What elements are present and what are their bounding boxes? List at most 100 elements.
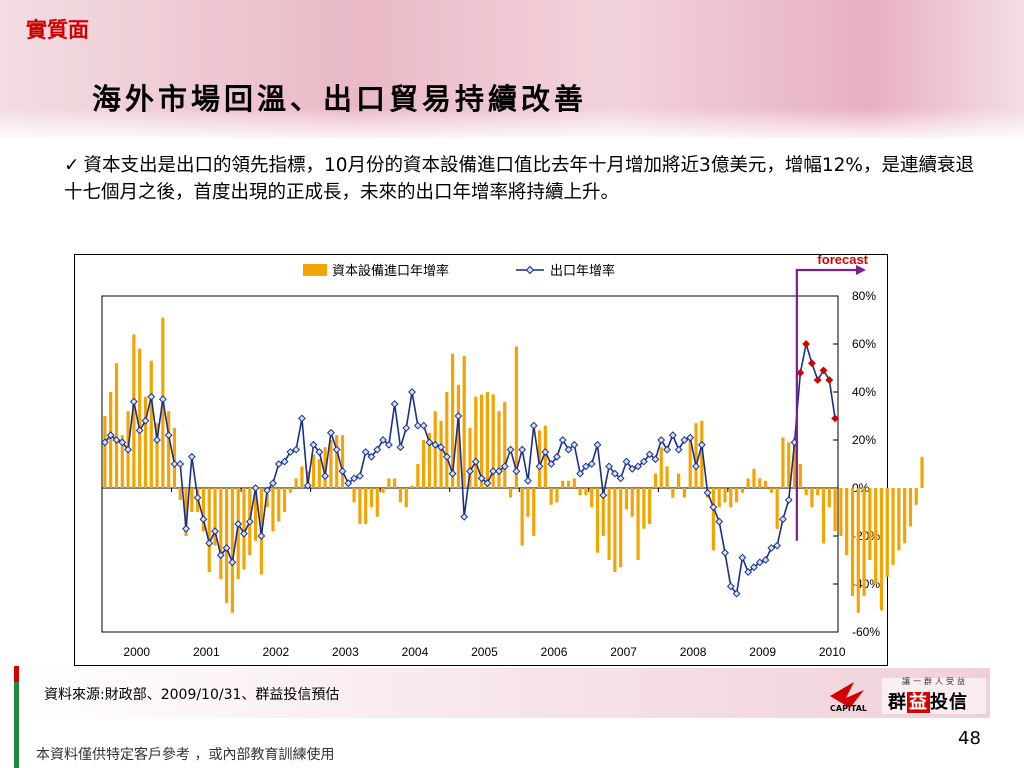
bar xyxy=(694,423,698,488)
data-point xyxy=(350,474,359,483)
bar xyxy=(219,488,223,580)
data-point xyxy=(715,517,724,526)
bar xyxy=(908,488,913,527)
data-point xyxy=(744,568,753,576)
section-tag: 實質面 xyxy=(26,18,89,42)
data-point xyxy=(477,474,486,483)
data-point xyxy=(413,421,422,430)
data-point xyxy=(564,445,573,454)
bar xyxy=(433,411,437,488)
data-point xyxy=(500,462,509,471)
bar xyxy=(810,488,814,508)
data-point xyxy=(309,440,318,449)
data-point xyxy=(164,431,173,440)
data-point xyxy=(558,436,567,444)
bar xyxy=(752,468,756,488)
bar xyxy=(850,488,855,596)
bar xyxy=(821,488,826,544)
data-point xyxy=(193,493,202,502)
forecast-point xyxy=(813,376,822,384)
data-point xyxy=(639,457,648,466)
forecast-point xyxy=(808,359,816,368)
bar xyxy=(508,488,513,498)
bar xyxy=(723,488,727,503)
data-point xyxy=(292,445,301,454)
bar xyxy=(271,488,275,532)
bar xyxy=(659,447,663,488)
bar xyxy=(456,384,461,488)
bar xyxy=(364,488,368,524)
data-point xyxy=(512,467,521,476)
data-point xyxy=(587,460,596,468)
data-point xyxy=(495,467,503,476)
data-point xyxy=(726,582,735,591)
bar xyxy=(393,478,397,488)
bar xyxy=(816,488,820,496)
bar xyxy=(642,488,646,529)
bar xyxy=(572,478,576,488)
data-point xyxy=(645,450,654,459)
bar xyxy=(300,466,304,488)
bar xyxy=(561,480,565,488)
data-point xyxy=(182,524,190,533)
chart: 80%60%40%20%0%-20%-40%-60%2000 2001 2002 20… xyxy=(100,252,924,659)
bar xyxy=(729,488,733,508)
bar xyxy=(236,488,240,580)
logo-capital: CAPITAL xyxy=(830,704,868,713)
data-point xyxy=(367,452,376,461)
bar xyxy=(311,454,316,488)
data-point xyxy=(431,440,440,449)
data-point xyxy=(153,436,161,444)
header-band xyxy=(0,0,1024,138)
data-point xyxy=(332,445,341,454)
bar xyxy=(114,363,119,488)
bar xyxy=(804,488,808,496)
data-point xyxy=(245,517,254,526)
legend-bar-swatch xyxy=(303,264,327,276)
bar xyxy=(798,464,802,488)
data-point xyxy=(425,438,434,447)
data-point xyxy=(373,445,382,454)
bar xyxy=(149,360,153,488)
bar xyxy=(422,440,426,488)
bar xyxy=(329,440,333,488)
bar xyxy=(230,488,234,613)
data-point xyxy=(384,440,393,449)
data-point xyxy=(518,445,527,454)
bar xyxy=(734,488,739,503)
bar xyxy=(578,488,582,496)
capital-logo-icon xyxy=(830,678,986,714)
data-point xyxy=(263,486,272,495)
data-point xyxy=(738,553,747,562)
data-point xyxy=(338,467,347,476)
data-point xyxy=(767,544,776,552)
data-point xyxy=(112,436,121,444)
bar xyxy=(358,488,362,524)
data-point xyxy=(773,541,782,550)
data-point xyxy=(674,445,683,454)
data-point xyxy=(547,460,556,468)
source-row xyxy=(14,668,990,718)
bar xyxy=(375,488,379,517)
bar xyxy=(184,488,188,536)
bar xyxy=(317,459,321,488)
data-point xyxy=(361,448,370,456)
data-point xyxy=(402,424,411,432)
plot-area xyxy=(101,295,839,633)
logo-name: 群益投信 xyxy=(888,688,968,714)
data-point xyxy=(222,544,231,552)
bar xyxy=(845,488,849,556)
bar xyxy=(827,488,831,508)
data-point xyxy=(697,440,706,449)
x-tick-label: 2006 xyxy=(541,645,568,659)
bar xyxy=(294,478,298,488)
bar xyxy=(555,488,559,503)
bar xyxy=(335,435,339,488)
data-point xyxy=(118,438,127,447)
bar xyxy=(172,428,177,488)
bar xyxy=(792,437,797,488)
bar xyxy=(323,447,327,488)
bar xyxy=(497,411,501,488)
bar xyxy=(839,488,843,536)
bar xyxy=(143,396,148,488)
